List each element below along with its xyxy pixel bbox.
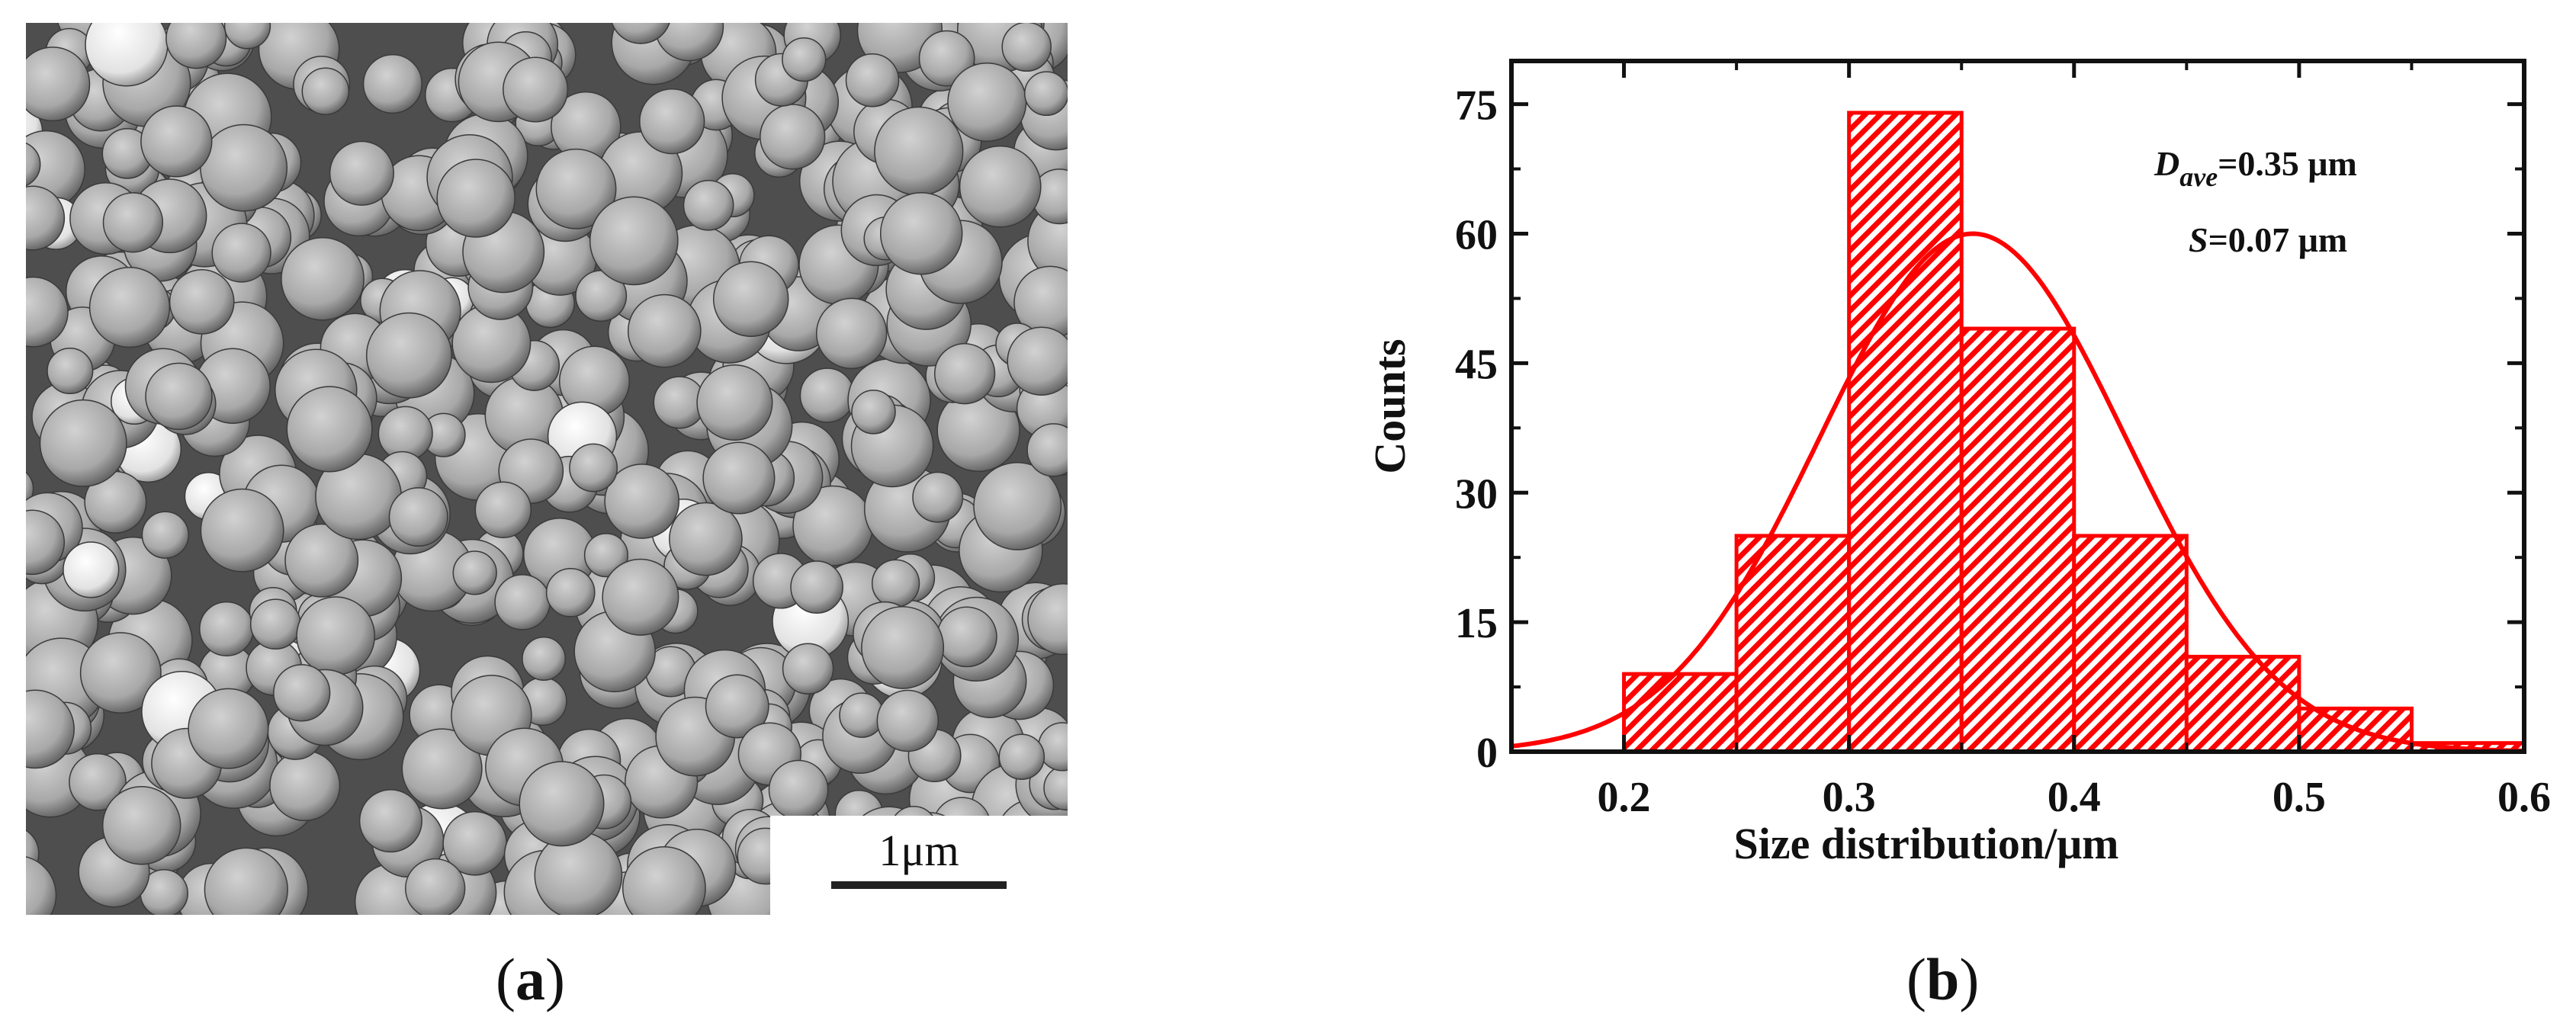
gaussian-fit-curve bbox=[1511, 231, 2525, 753]
x-tick-label: 0.2 bbox=[1598, 774, 1651, 821]
y-tick-label: 45 bbox=[1455, 341, 1498, 388]
annotation-d-ave: Dave=0.35 μm bbox=[2154, 144, 2357, 192]
sem-micrograph: 1μm bbox=[26, 23, 1068, 915]
y-tick-label: 60 bbox=[1455, 212, 1498, 259]
histogram-bar bbox=[1622, 672, 1739, 754]
annotation-std: S=0.07 μm bbox=[2189, 220, 2347, 259]
histogram-bar bbox=[1734, 534, 1852, 754]
y-tick-label: 0 bbox=[1476, 730, 1498, 777]
annotation-d-subscript: ave bbox=[2179, 162, 2218, 192]
histogram-bar bbox=[2184, 654, 2301, 754]
y-tick-label: 15 bbox=[1455, 600, 1498, 647]
x-tick-label: 0.4 bbox=[2048, 774, 2101, 821]
x-tick-label: 0.6 bbox=[2497, 774, 2551, 821]
x-tick-label: 0.3 bbox=[1823, 774, 1876, 821]
sem-particles bbox=[26, 23, 1068, 915]
annotation-d-value: =0.35 μm bbox=[2218, 144, 2357, 183]
scale-bar-label: 1μm bbox=[878, 826, 959, 875]
histogram-bar bbox=[1959, 326, 2077, 754]
y-tick-label: 75 bbox=[1455, 82, 1498, 130]
scale-bar-line bbox=[831, 881, 1007, 889]
plot-frame bbox=[1509, 59, 2526, 754]
annotation-s-symbol: S bbox=[2189, 220, 2208, 259]
scale-bar-box: 1μm bbox=[770, 816, 1068, 915]
sem-particles-image bbox=[26, 23, 1068, 915]
histogram-bar bbox=[2072, 534, 2189, 754]
panel-label-a: (a) bbox=[496, 946, 565, 1012]
x-tick-label: 0.5 bbox=[2272, 774, 2326, 821]
y-tick-label: 30 bbox=[1455, 470, 1498, 518]
annotation-d-symbol: D bbox=[2154, 144, 2179, 183]
histogram-bar bbox=[1847, 111, 1964, 754]
annotation-s-value: =0.07 μm bbox=[2208, 220, 2348, 259]
panel-label-b: (b) bbox=[1906, 946, 1980, 1012]
x-axis-title: Size distribution/μm bbox=[1734, 819, 2119, 868]
y-axis-title: Counts bbox=[1365, 338, 1415, 473]
